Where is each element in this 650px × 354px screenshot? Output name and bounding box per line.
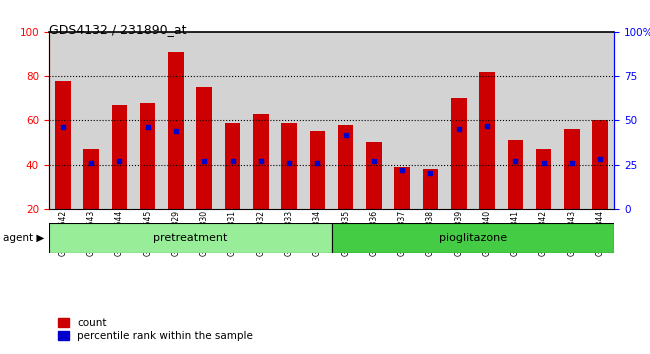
Point — [114, 158, 125, 164]
Text: GDS4132 / 231890_at: GDS4132 / 231890_at — [49, 23, 187, 36]
Bar — [338, 125, 354, 209]
Point — [538, 160, 549, 166]
Bar — [564, 129, 580, 209]
Point — [255, 158, 266, 164]
Bar — [225, 122, 240, 209]
Bar — [49, 32, 77, 209]
Text: agent ▶: agent ▶ — [3, 233, 44, 243]
Point — [227, 158, 238, 164]
Bar — [395, 167, 410, 209]
Bar — [530, 32, 558, 209]
Point — [312, 160, 322, 166]
Point — [425, 171, 436, 176]
Legend: count, percentile rank within the sample: count, percentile rank within the sample — [54, 314, 257, 345]
Bar — [451, 98, 467, 209]
Text: pioglitazone: pioglitazone — [439, 233, 507, 243]
Bar — [536, 149, 551, 209]
Bar — [77, 32, 105, 209]
Bar — [190, 32, 218, 209]
Bar — [479, 72, 495, 209]
Bar — [422, 169, 438, 209]
Bar — [366, 143, 382, 209]
Bar — [281, 122, 297, 209]
Point — [86, 160, 96, 166]
Bar — [140, 103, 155, 209]
Bar — [303, 32, 332, 209]
Bar — [360, 32, 388, 209]
Point — [454, 126, 464, 132]
Text: pretreatment: pretreatment — [153, 233, 228, 243]
Bar — [508, 140, 523, 209]
Bar — [473, 32, 501, 209]
Bar — [49, 223, 332, 253]
Bar — [112, 105, 127, 209]
Point — [284, 160, 294, 166]
Point — [369, 158, 379, 164]
Point — [510, 158, 521, 164]
Point — [199, 158, 209, 164]
Point — [58, 125, 68, 130]
Bar — [247, 32, 275, 209]
Bar — [55, 81, 71, 209]
Point — [142, 125, 153, 130]
Bar — [309, 131, 325, 209]
Point — [341, 132, 351, 137]
Point — [397, 167, 408, 173]
Bar — [196, 87, 212, 209]
Bar — [275, 32, 303, 209]
Bar — [445, 32, 473, 209]
Bar — [253, 114, 268, 209]
Bar — [592, 120, 608, 209]
Point — [595, 156, 605, 162]
Bar — [332, 32, 360, 209]
Bar — [501, 32, 530, 209]
Bar — [218, 32, 247, 209]
Bar — [586, 32, 614, 209]
Bar — [162, 32, 190, 209]
Bar — [388, 32, 416, 209]
Bar — [416, 32, 445, 209]
Bar — [83, 149, 99, 209]
Bar — [558, 32, 586, 209]
Point — [567, 160, 577, 166]
Bar — [168, 52, 184, 209]
Point — [482, 123, 492, 129]
Bar — [134, 32, 162, 209]
Bar — [105, 32, 134, 209]
Point — [171, 128, 181, 134]
Bar — [332, 223, 614, 253]
